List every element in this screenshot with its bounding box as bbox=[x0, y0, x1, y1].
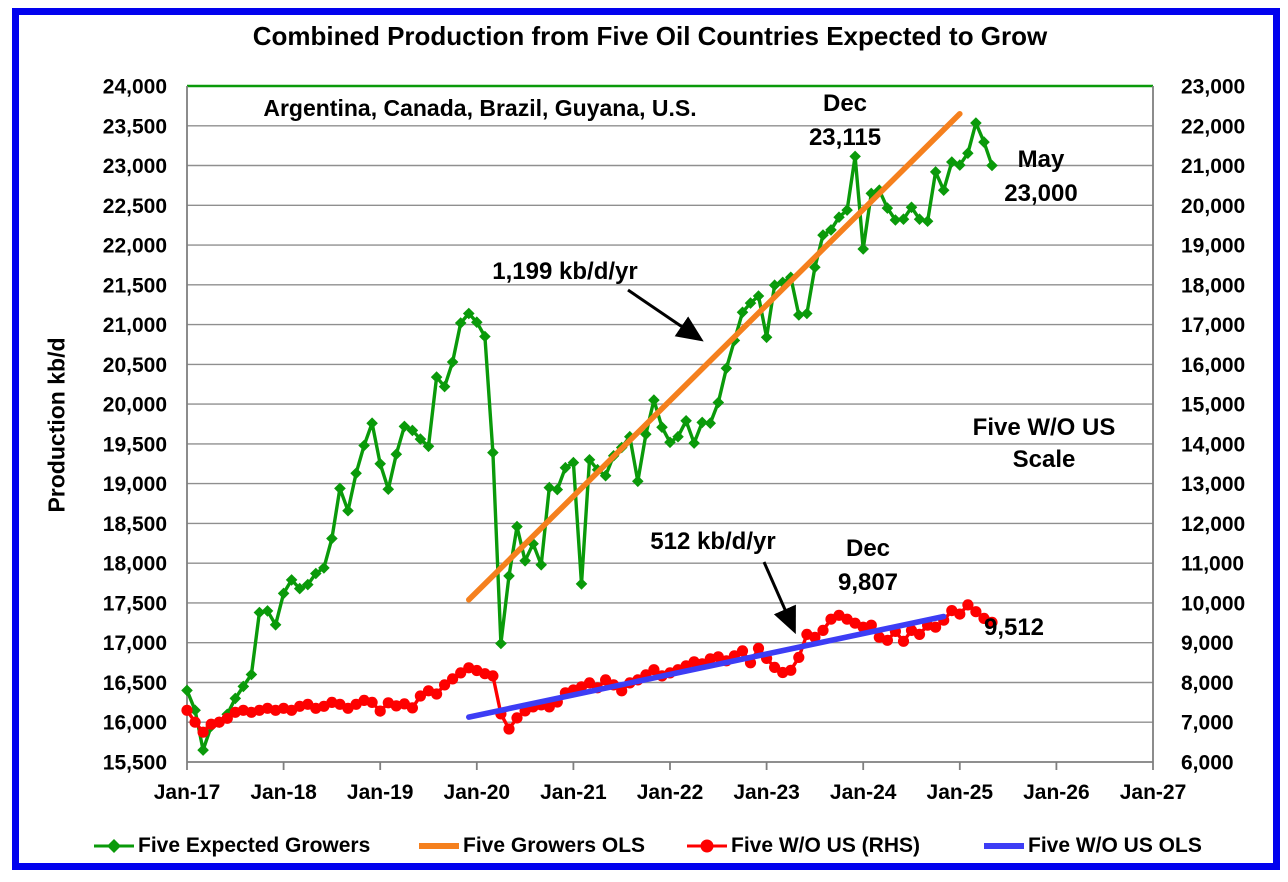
legend-marker-orange-line-icon bbox=[419, 843, 459, 849]
right-axis-tick-label: 16,000 bbox=[1181, 354, 1245, 377]
series-five-growers-ols bbox=[465, 111, 963, 603]
annotation-dec-2024-line1: Dec bbox=[845, 535, 891, 562]
annotation-rhs-scale-line1: Five W/O US bbox=[972, 414, 1116, 441]
left-axis-tick-label: 19,000 bbox=[103, 473, 167, 496]
left-axis-tick-label: 18,500 bbox=[103, 513, 167, 536]
right-axis-tick-label: 14,000 bbox=[1181, 433, 1245, 456]
right-axis-tick-label: 18,000 bbox=[1181, 274, 1245, 297]
annotation-may-2025-line2: 23,000 bbox=[1004, 180, 1078, 207]
legend-item-five-growers-ols: Five Growers OLS bbox=[418, 833, 645, 859]
annotation-dec-2024: Dec 9,807 bbox=[838, 532, 898, 600]
x-tick-label: Jan-19 bbox=[347, 781, 414, 804]
right-axis-tick-label: 10,000 bbox=[1181, 592, 1245, 615]
left-axis-tick-label: 18,000 bbox=[103, 553, 167, 576]
right-axis-tick-label: 17,000 bbox=[1181, 314, 1245, 337]
right-axis-tick-label: 20,000 bbox=[1181, 195, 1245, 218]
left-axis-tick-label: 17,000 bbox=[103, 632, 167, 655]
y-axis-title: Production kb/d bbox=[43, 337, 70, 513]
right-axis-tick-label: 13,000 bbox=[1181, 473, 1245, 496]
right-axis-tick-label: 19,000 bbox=[1181, 235, 1245, 258]
right-axis-tick-label: 8,000 bbox=[1181, 672, 1234, 695]
annotation-may-2025-line1: May bbox=[1017, 146, 1065, 173]
right-axis-tick-label: 15,000 bbox=[1181, 394, 1245, 417]
left-axis-tick-label: 24,000 bbox=[103, 76, 167, 99]
annotation-dec-2023-line2: 23,115 bbox=[808, 124, 882, 151]
right-axis-tick-label: 21,000 bbox=[1181, 155, 1245, 178]
legend-item-five-wo-us-rhs: Five W/O US (RHS) bbox=[686, 833, 920, 859]
right-axis-tick-label: 9,000 bbox=[1181, 632, 1234, 655]
x-tick-label: Jan-27 bbox=[1120, 781, 1187, 804]
legend-marker-red-circle-icon bbox=[687, 839, 727, 853]
left-axis-tick-label: 22,500 bbox=[103, 195, 167, 218]
chart-title: Combined Production from Five Oil Countr… bbox=[252, 21, 1048, 51]
left-axis-tick-label: 15,500 bbox=[103, 752, 167, 775]
series-five-wo-us-markers bbox=[181, 599, 998, 738]
x-tick-label: Jan-26 bbox=[1023, 781, 1090, 804]
series-five-expected-growers-line bbox=[185, 121, 994, 752]
x-tick-label: Jan-21 bbox=[540, 781, 607, 804]
countries-annotation: Argentina, Canada, Brazil, Guyana, U.S. bbox=[263, 95, 697, 121]
annotation-dec-2023: Dec 23,115 bbox=[809, 87, 881, 155]
annotation-rhs-scale-line2: Scale bbox=[1012, 446, 1076, 473]
annotation-dec-2023-line1: Dec bbox=[822, 90, 868, 117]
right-axis-tick-label: 12,000 bbox=[1181, 513, 1245, 536]
left-axis-tick-label: 21,500 bbox=[103, 274, 167, 297]
x-tick-label: Jan-25 bbox=[927, 781, 994, 804]
legend-marker-blue-line-icon bbox=[984, 843, 1024, 849]
right-axis-tick-label: 22,000 bbox=[1181, 115, 1245, 138]
arrow-growers-slope bbox=[627, 288, 704, 342]
left-axis-tick-label: 16,000 bbox=[103, 712, 167, 735]
left-axis-tick-label: 22,000 bbox=[103, 235, 167, 258]
annotation-wous-slope: 512 kb/d/yr bbox=[650, 528, 776, 555]
series-five-expected-growers-markers bbox=[181, 117, 998, 756]
right-axis-tick-label: 11,000 bbox=[1181, 553, 1244, 576]
legend-marker-green-diamond-icon bbox=[94, 839, 134, 853]
legend-label: Five W/O US OLS bbox=[1028, 834, 1202, 857]
right-axis-tick-label: 6,000 bbox=[1181, 752, 1234, 775]
legend-item-five-expected-growers: Five Expected Growers bbox=[93, 833, 370, 859]
left-axis-tick-label: 23,000 bbox=[103, 155, 167, 178]
x-tick-label: Jan-20 bbox=[444, 781, 511, 804]
legend-label: Five Growers OLS bbox=[463, 834, 646, 857]
left-axis-tick-label: 21,000 bbox=[103, 314, 167, 337]
annotation-growers-slope: 1,199 kb/d/yr bbox=[492, 258, 638, 285]
x-tick-label: Jan-17 bbox=[154, 781, 221, 804]
left-axis-tick-label: 16,500 bbox=[103, 672, 167, 695]
left-axis-tick-label: 20,000 bbox=[103, 394, 167, 417]
legend-label: Five W/O US (RHS) bbox=[731, 834, 921, 857]
left-axis-tick-label: 19,500 bbox=[103, 433, 167, 456]
left-axis-tick-label: 20,500 bbox=[103, 354, 167, 377]
x-tick-label: Jan-24 bbox=[830, 781, 897, 804]
annotation-rhs-scale: Five W/O US Scale bbox=[973, 412, 1116, 476]
annotation-may-2025: May 23,000 bbox=[1004, 143, 1077, 211]
annotation-may-2025-rhs: 9,512 bbox=[983, 614, 1045, 641]
legend-label: Five Expected Growers bbox=[138, 834, 371, 857]
legend-item-five-wo-us-ols: Five W/O US OLS bbox=[983, 833, 1202, 859]
x-tick-label: Jan-22 bbox=[637, 781, 704, 804]
x-tick-label: Jan-18 bbox=[250, 781, 317, 804]
left-axis-tick-label: 23,500 bbox=[103, 115, 167, 138]
right-axis-tick-label: 23,000 bbox=[1181, 76, 1245, 99]
left-axis-tick-label: 17,500 bbox=[103, 592, 167, 615]
annotation-dec-2024-line2: 9,807 bbox=[837, 569, 899, 596]
x-tick-label: Jan-23 bbox=[733, 781, 800, 804]
arrow-wous-slope bbox=[762, 561, 796, 635]
series-five-wo-us-ols bbox=[465, 613, 947, 720]
right-axis-tick-label: 7,000 bbox=[1181, 712, 1234, 735]
